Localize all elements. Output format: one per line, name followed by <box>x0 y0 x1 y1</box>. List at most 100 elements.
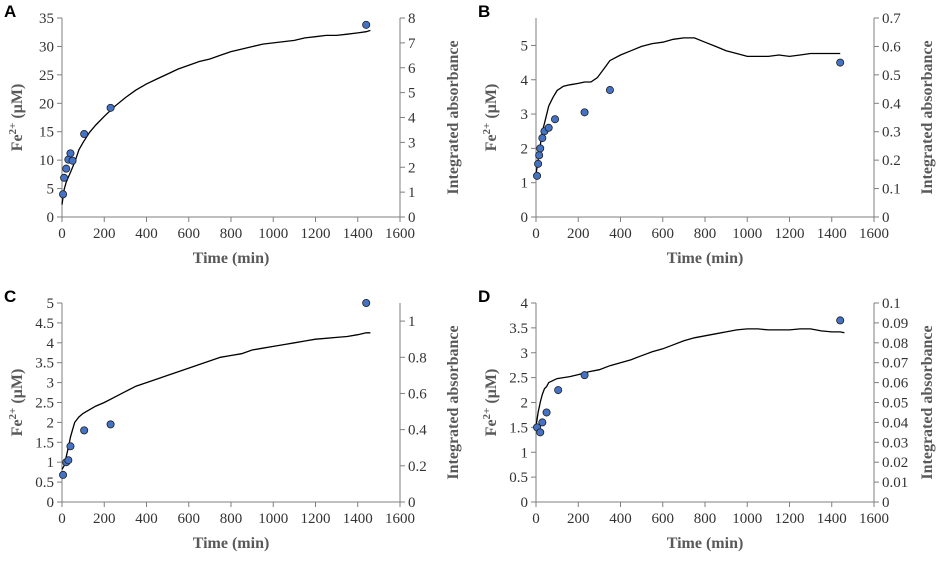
y2-tick-label: 0.4 <box>408 423 427 439</box>
x-tick-label: 600 <box>652 226 675 242</box>
panel-label-d: D <box>478 287 490 306</box>
y-tick-label: 4 <box>47 336 55 352</box>
y2-tick-label: 0 <box>882 495 890 511</box>
fe-data-point <box>534 159 543 168</box>
y2-tick-label: 0 <box>882 210 890 226</box>
y2-tick-label: 0.05 <box>882 396 908 412</box>
y2-tick-label: 1 <box>408 185 416 201</box>
fe-data-point <box>80 129 89 138</box>
panel-label-a: A <box>4 2 16 21</box>
y-axis-label: Fe2+ (µM) <box>481 369 500 437</box>
absorbance-curve <box>61 29 371 205</box>
x-axis-label: Time (min) <box>667 250 744 267</box>
fe-data-point <box>542 408 551 417</box>
fe-data-point <box>535 151 544 160</box>
chart-panel-b: B 0 200 400 600 800 1000 1200 1400 1600 0 1 2 3 4 5 0 0.1… <box>474 0 948 284</box>
fe-data-point <box>80 426 89 435</box>
y-tick-label: 2 <box>521 141 529 157</box>
chart-b-svg: B0 200 400 600 800 1000 1200 1400 160001234500.1… <box>478 2 936 267</box>
y-axis-label-superscript: 2+ <box>7 408 19 420</box>
y2-tick-label: 0.1 <box>882 296 901 312</box>
fe-data-point <box>536 144 545 153</box>
y2-tick-label: 0.2 <box>408 459 427 475</box>
y-tick-label: 1.5 <box>35 435 54 451</box>
y2-axis-label: Integrated absorbance <box>919 40 936 194</box>
y2-tick-label: 0 <box>408 210 416 226</box>
y-axis-label-unit: (µM) <box>9 369 26 408</box>
y2-tick-label: 0.06 <box>882 376 909 392</box>
fe-data-point <box>551 115 560 124</box>
y-axis-label: Fe2+ (µM) <box>481 84 500 152</box>
y-tick-label: 0 <box>521 210 529 226</box>
x-tick-label: 800 <box>220 226 243 242</box>
fe-data-point <box>836 316 845 325</box>
x-tick-label: 0 <box>58 226 66 242</box>
fe-data-point <box>60 173 69 182</box>
x-tick-label: 1000 <box>732 511 762 527</box>
y2-tick-label: 3 <box>408 135 416 151</box>
panel-label-c: C <box>4 287 16 306</box>
x-tick-label: 1200 <box>301 226 331 242</box>
x-tick-label: 1600 <box>385 511 415 527</box>
x-axis-label: Time (min) <box>193 250 270 267</box>
y-axis-label-main: Fe <box>483 419 500 436</box>
y-tick-label: 3 <box>521 107 529 123</box>
y-tick-label: 3 <box>47 376 55 392</box>
y2-axis-label: Integrated absorbance <box>445 40 462 194</box>
y-axis-label-superscript: 2+ <box>481 408 493 420</box>
fe-data-point <box>62 164 71 173</box>
y2-tick-label: 0.3 <box>882 125 901 141</box>
y-tick-label: 4 <box>521 73 529 89</box>
y2-tick-label: 5 <box>408 86 416 102</box>
y-axis-label: Fe2+ (µM) <box>7 369 26 437</box>
x-tick-label: 200 <box>93 226 116 242</box>
y2-tick-label: 0.6 <box>882 39 901 55</box>
y-axis-label-unit: (µM) <box>483 84 500 123</box>
x-tick-label: 800 <box>220 511 243 527</box>
y-tick-label: 30 <box>39 39 54 55</box>
y2-tick-label: 4 <box>408 111 416 127</box>
absorbance-curve <box>535 328 845 427</box>
fe-data-point <box>64 456 73 465</box>
x-axis-label: Time (min) <box>193 535 270 552</box>
y-tick-label: 1 <box>47 455 55 471</box>
y2-tick-label: 0.04 <box>882 415 909 431</box>
x-tick-label: 1600 <box>859 511 889 527</box>
y2-tick-label: 0.6 <box>408 386 427 402</box>
fe-data-point <box>66 149 75 158</box>
x-tick-label: 800 <box>694 226 717 242</box>
panel-label-b: B <box>478 2 490 21</box>
y2-tick-label: 0.07 <box>882 356 909 372</box>
y2-tick-label: 0.4 <box>882 96 901 112</box>
fe-data-point <box>59 470 68 479</box>
x-tick-label: 0 <box>58 511 66 527</box>
y2-tick-label: 0.1 <box>882 182 901 198</box>
chart-a-svg: A0 200 400 600 800 1000 1200 1400 16000510152025… <box>4 2 462 267</box>
y2-tick-label: 2 <box>408 160 416 176</box>
fe-data-point <box>544 123 553 132</box>
y2-tick-label: 1 <box>408 314 416 330</box>
fe-data-point <box>605 86 614 95</box>
x-tick-label: 0 <box>532 511 540 527</box>
x-tick-label: 400 <box>609 226 632 242</box>
y-tick-label: 4.5 <box>35 316 54 332</box>
y-tick-label: 20 <box>39 96 54 112</box>
y2-axis-label: Integrated absorbance <box>445 325 462 479</box>
chart-d-svg: D0 200 400 600 800 1000 1200 1400 160000.511.522… <box>478 287 936 552</box>
x-tick-label: 600 <box>178 226 201 242</box>
y-tick-label: 2 <box>47 415 55 431</box>
x-tick-label: 800 <box>694 511 717 527</box>
y2-axis-label: Integrated absorbance <box>919 325 936 479</box>
y-tick-label: 35 <box>39 11 54 27</box>
x-tick-label: 1600 <box>859 226 889 242</box>
y2-tick-label: 0.03 <box>882 435 908 451</box>
chart-panel-a: A 0 200 400 600 800 1000 1200 1400 1600 0 5 10 15 20 25… <box>0 0 474 284</box>
y-axis-label-superscript: 2+ <box>7 123 19 135</box>
x-tick-label: 0 <box>532 226 540 242</box>
y2-tick-label: 0 <box>408 495 416 511</box>
y-tick-label: 1 <box>521 176 529 192</box>
x-tick-label: 1200 <box>775 226 805 242</box>
x-tick-label: 1400 <box>817 226 847 242</box>
x-tick-label: 600 <box>652 511 675 527</box>
y-tick-label: 15 <box>39 125 54 141</box>
